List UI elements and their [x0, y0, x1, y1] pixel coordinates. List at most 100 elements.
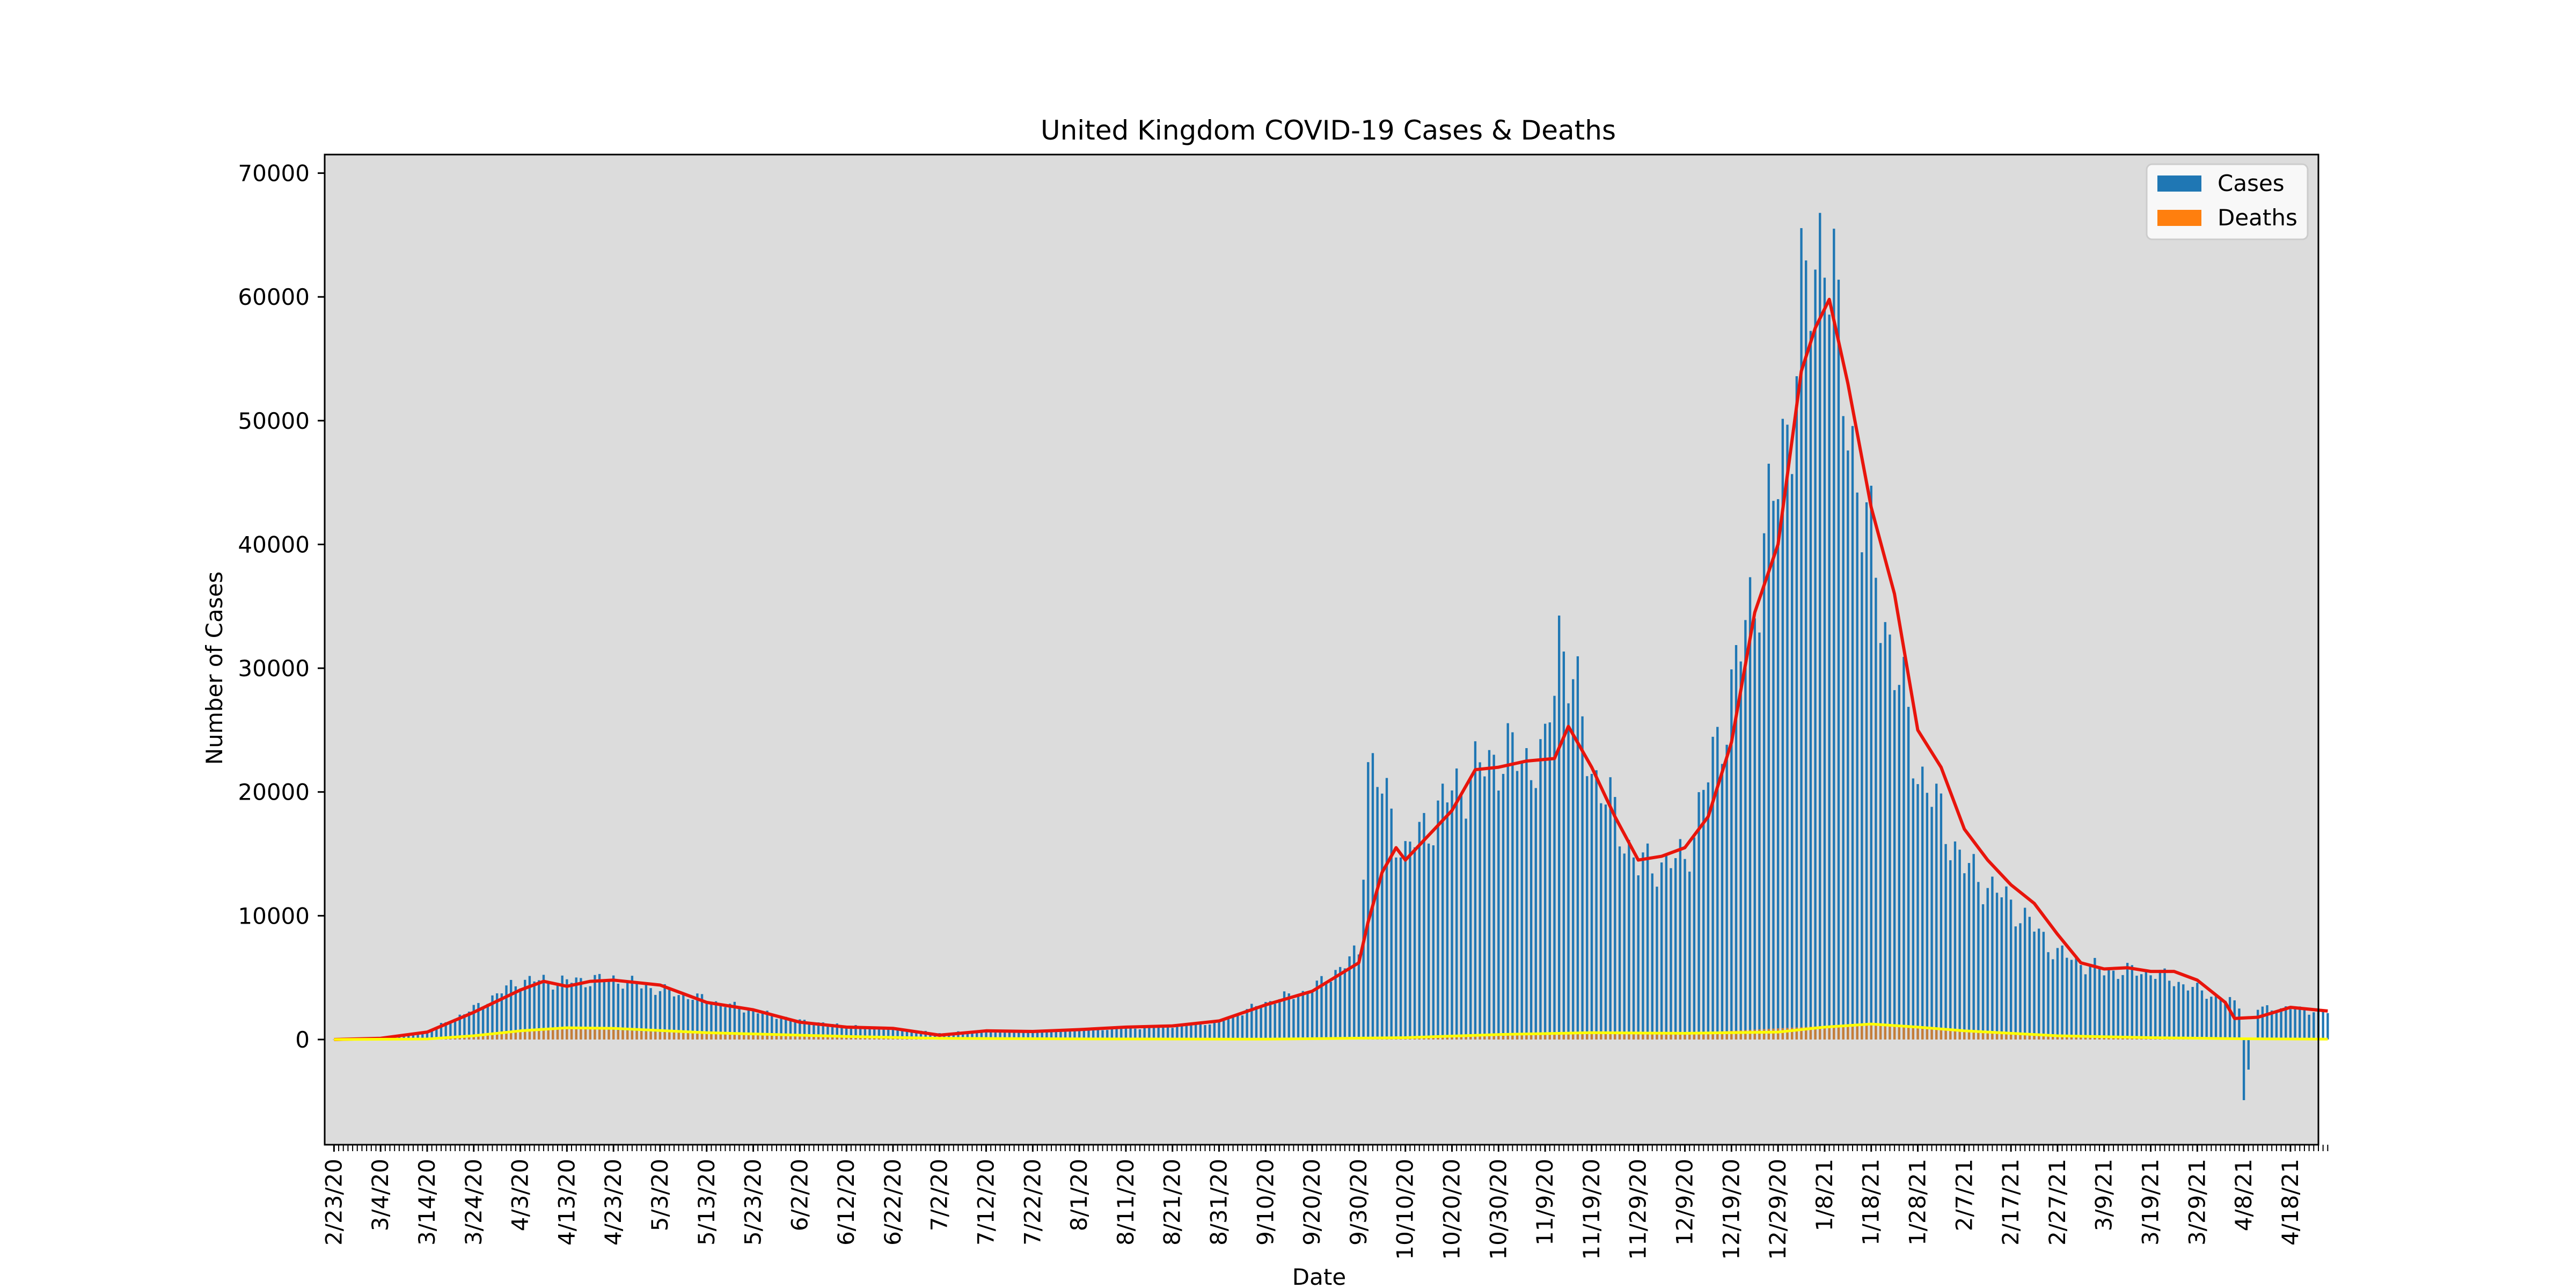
cases-bar [645, 985, 648, 1040]
cases-bar [1907, 707, 1910, 1040]
deaths-bar [845, 1036, 848, 1040]
deaths-bar [1628, 1034, 1630, 1040]
x-tick-label: 8/31/20 [1206, 1159, 1232, 1246]
cases-bar [1092, 1028, 1095, 1040]
deaths-bar [2056, 1035, 2059, 1040]
cases-bar [775, 1019, 778, 1040]
deaths-bar [640, 1031, 643, 1040]
cases-bar [868, 1026, 871, 1040]
cases-bar [2303, 1010, 2306, 1040]
deaths-bar [1963, 1029, 1966, 1040]
x-tick-label: 4/8/21 [2230, 1159, 2257, 1231]
cases-bar [1711, 736, 1714, 1040]
cases-bar [1162, 1025, 1165, 1040]
x-tick-label: 2/27/21 [2044, 1159, 2070, 1246]
cases-bar [2000, 897, 2003, 1040]
deaths-bar [542, 1028, 545, 1040]
deaths-bar [608, 1029, 610, 1040]
cases-bar [1064, 1030, 1067, 1040]
deaths-bar [1995, 1031, 1999, 1040]
cases-bar [2052, 959, 2054, 1040]
deaths-bar [1688, 1033, 1691, 1040]
x-tick-label: 11/19/20 [1578, 1159, 1605, 1260]
cases-bar [873, 1027, 876, 1040]
cases-bar [2014, 926, 2017, 1040]
deaths-bar [584, 1028, 587, 1040]
deaths-bar [2009, 1032, 2012, 1040]
cases-bar [1716, 727, 1719, 1040]
cases-bar [705, 1002, 708, 1040]
deaths-bar [1618, 1034, 1621, 1040]
cases-bar [794, 1020, 796, 1040]
cases-bar [700, 994, 704, 1040]
cases-bar [580, 978, 582, 1040]
cases-bar [1814, 269, 1817, 1040]
deaths-bar [1623, 1034, 1626, 1040]
cases-bar [1376, 787, 1379, 1040]
deaths-bar [1595, 1034, 1598, 1040]
cases-bar [714, 1001, 718, 1040]
deaths-bar [2052, 1035, 2054, 1040]
deaths-bar [799, 1036, 801, 1040]
cases-bar [1865, 502, 1868, 1040]
deaths-bar [1479, 1036, 1481, 1040]
y-tick-label: 20000 [238, 779, 310, 806]
y-tick-label: 10000 [238, 903, 310, 929]
deaths-bar [743, 1034, 745, 1040]
cases-bar [458, 1014, 461, 1040]
deaths-bar [1581, 1034, 1584, 1040]
deaths-bar [1967, 1030, 1971, 1040]
cases-bar [1371, 753, 1374, 1040]
deaths-bar [1767, 1029, 1770, 1040]
cases-bar [440, 1023, 443, 1040]
cases-bar [500, 993, 503, 1040]
y-tick-label: 40000 [238, 531, 310, 558]
cases-bar [2112, 970, 2115, 1040]
cases-bar [1385, 778, 1388, 1040]
cases-bar [1287, 993, 1290, 1040]
cases-bar [1124, 1028, 1128, 1040]
cases-bar [2326, 1013, 2329, 1040]
deaths-bar [700, 1033, 704, 1040]
cases-bar [1409, 841, 1411, 1040]
cases-bar [1916, 784, 1919, 1040]
deaths-bar [2084, 1036, 2087, 1040]
cases-bar [845, 1028, 848, 1040]
cases-bar [1311, 992, 1314, 1040]
cases-bar [919, 1030, 923, 1040]
deaths-bar [1776, 1028, 1780, 1040]
deaths-bar [822, 1036, 824, 1040]
cases-bar [1628, 840, 1630, 1040]
deaths-bar [1781, 1028, 1784, 1040]
x-tick-label: 4/18/21 [2277, 1159, 2303, 1246]
deaths-bar [1851, 1024, 1854, 1040]
cases-bar [538, 980, 540, 1040]
deaths-bar [1427, 1037, 1430, 1040]
cases-bar [519, 988, 522, 1040]
cases-bar [1800, 228, 1803, 1040]
cases-bar [1660, 862, 1663, 1040]
cases-bar [1404, 841, 1407, 1040]
cases-bar [1474, 741, 1477, 1040]
cases-bar [1096, 1028, 1100, 1040]
deaths-bar [1725, 1031, 1728, 1040]
cases-bar [1506, 723, 1509, 1040]
cases-bar [682, 993, 685, 1040]
deaths-bar [2033, 1034, 2036, 1040]
deaths-bar [728, 1034, 731, 1040]
cases-bar [416, 1034, 419, 1040]
cases-bar [766, 1011, 769, 1040]
cases-bar [808, 1023, 810, 1040]
deaths-bar [1944, 1028, 1947, 1040]
deaths-bar [1413, 1038, 1416, 1040]
cases-bar [813, 1024, 815, 1040]
cases-bar [1120, 1029, 1123, 1040]
cases-bar [985, 1031, 987, 1040]
cases-bar [1129, 1027, 1132, 1040]
deaths-bar [1642, 1034, 1644, 1040]
deaths-bar [1902, 1026, 1905, 1040]
x-tick-label: 12/9/20 [1672, 1159, 1698, 1246]
cases-bar [1427, 843, 1430, 1040]
cases-bar [1623, 853, 1626, 1040]
cases-bar [719, 1004, 722, 1040]
